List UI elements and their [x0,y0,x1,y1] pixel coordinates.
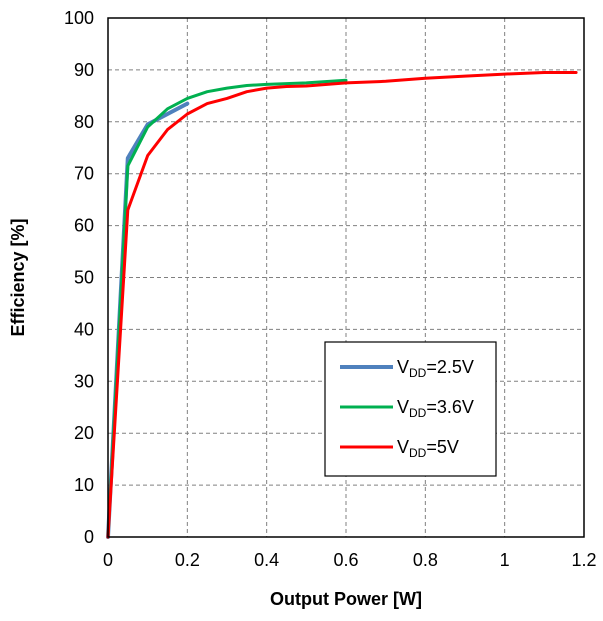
plot-series [106,71,578,539]
y-axis-title: Efficiency [%] [8,218,28,336]
y-tick-label: 70 [74,164,94,184]
series-line-1 [106,78,348,539]
y-tick-label: 80 [74,112,94,132]
y-tick-label: 60 [74,216,94,236]
legend-label-0: VDD=2.5V [397,357,474,380]
x-tick-label: 0.6 [333,550,358,570]
y-tick-label: 10 [74,475,94,495]
legend-label-2: VDD=5V [397,437,459,460]
x-tick-label: 1.2 [571,550,596,570]
y-tick-label: 30 [74,371,94,391]
x-tick-label: 0.8 [413,550,438,570]
legend-label-1: VDD=3.6V [397,397,474,420]
y-tick-label: 20 [74,423,94,443]
x-tick-label: 0.4 [254,550,279,570]
x-tick-label: 0.2 [175,550,200,570]
y-tick-label: 50 [74,268,94,288]
plot-frame [107,17,585,538]
y-tick-label: 90 [74,60,94,80]
x-axis-title: Output Power [W] [270,589,422,609]
series-line-2 [106,71,578,539]
y-tick-label: 100 [64,8,94,28]
x-tick-label: 1 [500,550,510,570]
tick-labels: 0 0.2 0.4 0.6 0.8 1 1.2 0 10 20 30 40 50 60 70 80 90 100 [64,8,597,570]
y-tick-label: 40 [74,319,94,339]
legend: VDD=2.5V VDD=3.6V VDD=5V [324,341,497,477]
x-tick-label: 0 [103,550,113,570]
y-tick-label: 0 [84,527,94,547]
legend-box [324,341,497,477]
